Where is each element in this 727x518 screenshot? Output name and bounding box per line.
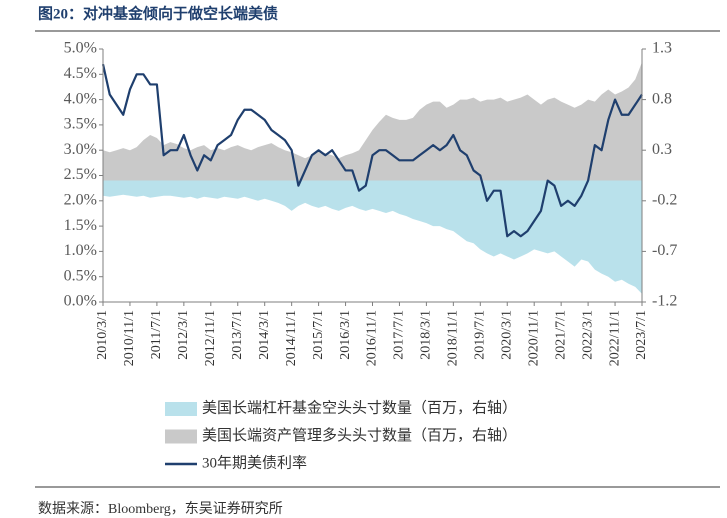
x-tick-label: 2014/11/1 [284, 310, 299, 366]
area [103, 62, 642, 181]
x-tick-label: 2012/11/1 [203, 310, 218, 366]
x-tick-label: 2017/7/1 [392, 310, 407, 360]
y-tick-label: 4.0% [64, 90, 97, 107]
y-tick-label: 2.5% [64, 166, 97, 183]
y-tick-label: 2.0% [64, 191, 97, 208]
x-tick-label: 2020/3/1 [499, 310, 514, 360]
y-tick-label: 1.5% [64, 217, 97, 234]
x-tick-label: 2011/7/1 [149, 310, 164, 359]
y-tick-label: 4.5% [64, 65, 97, 82]
x-tick-label: 2022/3/1 [580, 310, 595, 360]
x-tick-label: 2016/11/1 [365, 310, 380, 366]
x-tick-label: 2012/3/1 [176, 310, 191, 360]
y2-tick-label: 1.3 [652, 40, 672, 57]
y2-tick-label: -1.2 [652, 293, 677, 310]
legend-label: 美国长端杠杆基金空头头寸数量（百万，右轴） [202, 399, 517, 416]
y-tick-label: 1.0% [64, 242, 97, 259]
x-tick-label: 2010/11/1 [122, 310, 137, 366]
y-tick-label: 3.5% [64, 116, 97, 133]
y-tick-label: 0.0% [64, 293, 97, 310]
y2-tick-label: -0.7 [652, 242, 677, 259]
area [103, 180, 642, 294]
x-tick-label: 2023/7/1 [634, 310, 649, 360]
x-tick-label: 2020/11/1 [526, 310, 541, 366]
x-tick-label: 2018/11/1 [446, 310, 461, 366]
legend-swatch [165, 402, 197, 416]
x-tick-label: 2021/7/1 [553, 310, 568, 360]
x-tick-label: 2010/3/1 [95, 310, 110, 360]
y2-tick-label: 0.8 [652, 90, 672, 107]
line [101, 63, 643, 238]
x-tick-label: 2015/7/1 [311, 310, 326, 360]
y2-tick-label: -0.2 [652, 191, 677, 208]
legend-swatch [165, 429, 197, 444]
x-tick-label: 2013/7/1 [230, 310, 245, 360]
chart-title: 图20：对冲基金倾向于做空长端美债 [38, 4, 278, 22]
x-tick-label: 2016/3/1 [338, 310, 353, 360]
y2-tick-label: 0.3 [652, 141, 672, 158]
x-tick-label: 2022/11/1 [607, 310, 622, 366]
x-tick-label: 2014/3/1 [257, 310, 272, 360]
y-tick-label: 5.0% [64, 40, 97, 57]
y-tick-label: 3.0% [64, 141, 97, 158]
legend-label: 30年期美债利率 [202, 454, 307, 471]
legend-label: 美国长端资产管理多头头寸数量（百万，右轴） [202, 427, 517, 444]
source: 数据来源：Bloomberg，东吴证券研究所 [38, 501, 283, 517]
x-tick-label: 2019/7/1 [473, 310, 488, 360]
y-tick-label: 0.5% [64, 267, 97, 284]
x-tick-label: 2018/3/1 [419, 310, 434, 360]
